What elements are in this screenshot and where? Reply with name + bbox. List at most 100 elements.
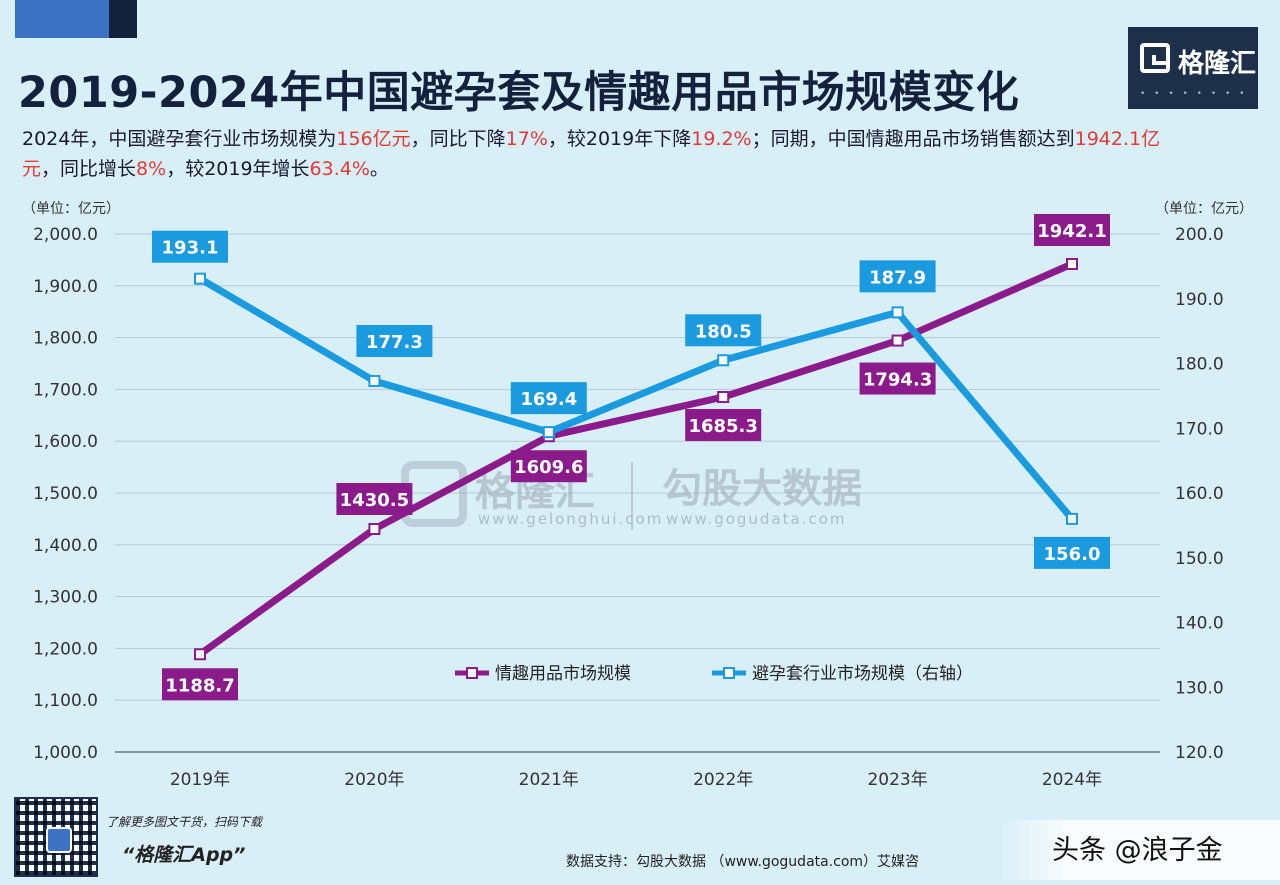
left-axis-tick-label: 1,900.0 xyxy=(33,277,98,297)
subtitle-text: ，较2019年增长 xyxy=(166,158,310,180)
data-label-box xyxy=(859,362,936,395)
data-label: 156.0 xyxy=(1044,544,1101,565)
brand-logo: 格隆汇 • • • • • • • • xyxy=(1128,27,1258,109)
data-point-marker xyxy=(542,426,555,439)
left-axis-tick-label: 1,500.0 xyxy=(33,484,98,504)
data-label: 1609.6 xyxy=(514,457,583,478)
corner-watermark-text: 头条 @浪子金 xyxy=(1052,835,1223,866)
left-axis-tick-label: 1,400.0 xyxy=(33,536,98,556)
data-source: 数据支持：勾股大数据 （www.gogudata.com）艾媒咨 xyxy=(566,854,920,870)
data-point-marker xyxy=(368,374,381,387)
legend-marker xyxy=(723,667,735,679)
data-point-marker xyxy=(194,272,206,285)
left-axis-unit: （单位：亿元） xyxy=(22,201,120,217)
data-label-box xyxy=(510,382,587,415)
x-axis-tick-label: 2022年 xyxy=(693,770,753,790)
right-axis-tick-label: 170.0 xyxy=(1175,419,1224,439)
legend-marker xyxy=(466,667,478,679)
watermark-gogudata-url: www.gogudata.com xyxy=(666,510,847,528)
left-axis-tick-label: 1,700.0 xyxy=(33,380,98,400)
legend-entry: 避孕套行业市场规模（右轴） xyxy=(752,664,973,684)
x-axis-tick-label: 2019年 xyxy=(170,770,230,790)
chart-subtitle: 2024年，中国避孕套行业市场规模为156亿元，同比下降17%，较2019年下降… xyxy=(22,124,1162,184)
data-label-box xyxy=(510,450,587,483)
x-axis-tick-label: 2024年 xyxy=(1042,770,1102,790)
left-axis-tick-label: 1,200.0 xyxy=(33,639,98,659)
data-point-marker xyxy=(368,523,381,536)
data-label-box xyxy=(685,409,762,442)
subtitle-text: 2024年，中国避孕套行业市场规模为 xyxy=(22,128,337,150)
header-accent-block xyxy=(15,0,109,38)
data-point-marker xyxy=(891,334,904,347)
right-axis-tick-label: 120.0 xyxy=(1175,743,1224,763)
data-label: 169.4 xyxy=(520,389,577,410)
legend-entry: 情趣用品市场规模 xyxy=(495,664,631,684)
data-label-box xyxy=(162,668,238,701)
qr-code[interactable] xyxy=(14,797,98,877)
subtitle-text: ，同比下降 xyxy=(410,128,506,150)
data-label-box xyxy=(356,324,433,357)
data-label-box xyxy=(1034,536,1110,569)
left-axis-tick-label: 1,800.0 xyxy=(33,329,98,349)
corner-watermark: 头条 @浪子金 xyxy=(1000,820,1280,880)
subtitle-text: ，较2019年下降 xyxy=(547,128,692,150)
data-point-marker xyxy=(891,306,904,319)
watermark-gogudata: 勾股大数据 xyxy=(662,466,862,512)
left-axis-tick-label: 1,100.0 xyxy=(33,691,98,711)
x-axis-tick-label: 2021年 xyxy=(519,770,579,790)
qr-center-logo-icon xyxy=(46,827,72,853)
data-label: 1942.1 xyxy=(1037,221,1106,242)
x-axis-tick-label: 2020年 xyxy=(344,770,404,790)
data-label-box xyxy=(1034,213,1110,246)
data-point-marker xyxy=(1066,257,1078,270)
subtitle-highlight: 17% xyxy=(505,128,548,150)
subtitle-highlight: 156亿元 xyxy=(336,128,411,150)
data-label-box xyxy=(859,260,936,293)
right-axis-unit: （单位：亿元） xyxy=(1155,201,1253,217)
left-axis-tick-label: 1,300.0 xyxy=(33,588,98,608)
data-label: 187.9 xyxy=(869,267,926,288)
subtitle-text: ；同期，中国情趣用品市场销售额达到 xyxy=(751,128,1075,150)
left-axis-tick-label: 2,000.0 xyxy=(33,225,98,245)
watermark-gelonghui-url: www.gelonghui.com xyxy=(478,510,663,528)
fun-products-series-line xyxy=(197,260,1074,658)
right-axis-tick-label: 150.0 xyxy=(1175,549,1224,569)
subtitle-highlight: 8% xyxy=(136,158,167,180)
data-label: 1685.3 xyxy=(688,416,757,437)
subtitle-highlight: 63.4% xyxy=(309,158,370,180)
data-point-marker xyxy=(717,354,730,367)
brand-logo-text: 格隆汇 xyxy=(1178,49,1257,79)
right-axis-tick-label: 180.0 xyxy=(1175,355,1224,375)
right-axis-tick-label: 130.0 xyxy=(1175,678,1224,698)
subtitle-text: ，同比增长 xyxy=(41,158,137,180)
data-label-box xyxy=(152,230,228,263)
data-label-box xyxy=(336,483,413,516)
header-accent-dark-block xyxy=(109,0,137,38)
promo-text: 了解更多图文干货，扫码下载 xyxy=(106,815,263,829)
data-point-marker xyxy=(194,648,206,661)
left-axis-tick-label: 1,000.0 xyxy=(33,743,98,763)
data-label: 180.5 xyxy=(695,321,752,342)
data-label: 1794.3 xyxy=(863,370,932,391)
right-axis-tick-label: 160.0 xyxy=(1175,484,1224,504)
subtitle-text: 。 xyxy=(369,158,389,180)
x-axis-tick-label: 2023年 xyxy=(867,770,927,790)
right-axis-tick-label: 140.0 xyxy=(1175,614,1224,634)
data-label: 1188.7 xyxy=(165,675,234,696)
left-axis-tick-label: 1,600.0 xyxy=(33,432,98,452)
data-point-marker xyxy=(717,391,730,404)
data-label: 1430.5 xyxy=(340,490,409,511)
promo-app-name: “格隆汇App” xyxy=(122,844,246,866)
data-point-marker xyxy=(1066,512,1078,525)
condom-series-line xyxy=(198,275,1075,522)
right-axis-tick-label: 200.0 xyxy=(1175,225,1224,245)
page-title: 2019-2024年中国避孕套及情趣用品市场规模变化 xyxy=(18,68,1020,118)
data-label: 177.3 xyxy=(366,332,423,353)
logo-dots-decoration: • • • • • • • • xyxy=(1140,89,1248,99)
data-label-box xyxy=(685,314,762,347)
data-label: 193.1 xyxy=(162,238,219,259)
gelonghui-logo-icon xyxy=(1140,43,1170,73)
subtitle-highlight: 19.2% xyxy=(691,128,752,150)
right-axis-tick-label: 190.0 xyxy=(1175,290,1224,310)
